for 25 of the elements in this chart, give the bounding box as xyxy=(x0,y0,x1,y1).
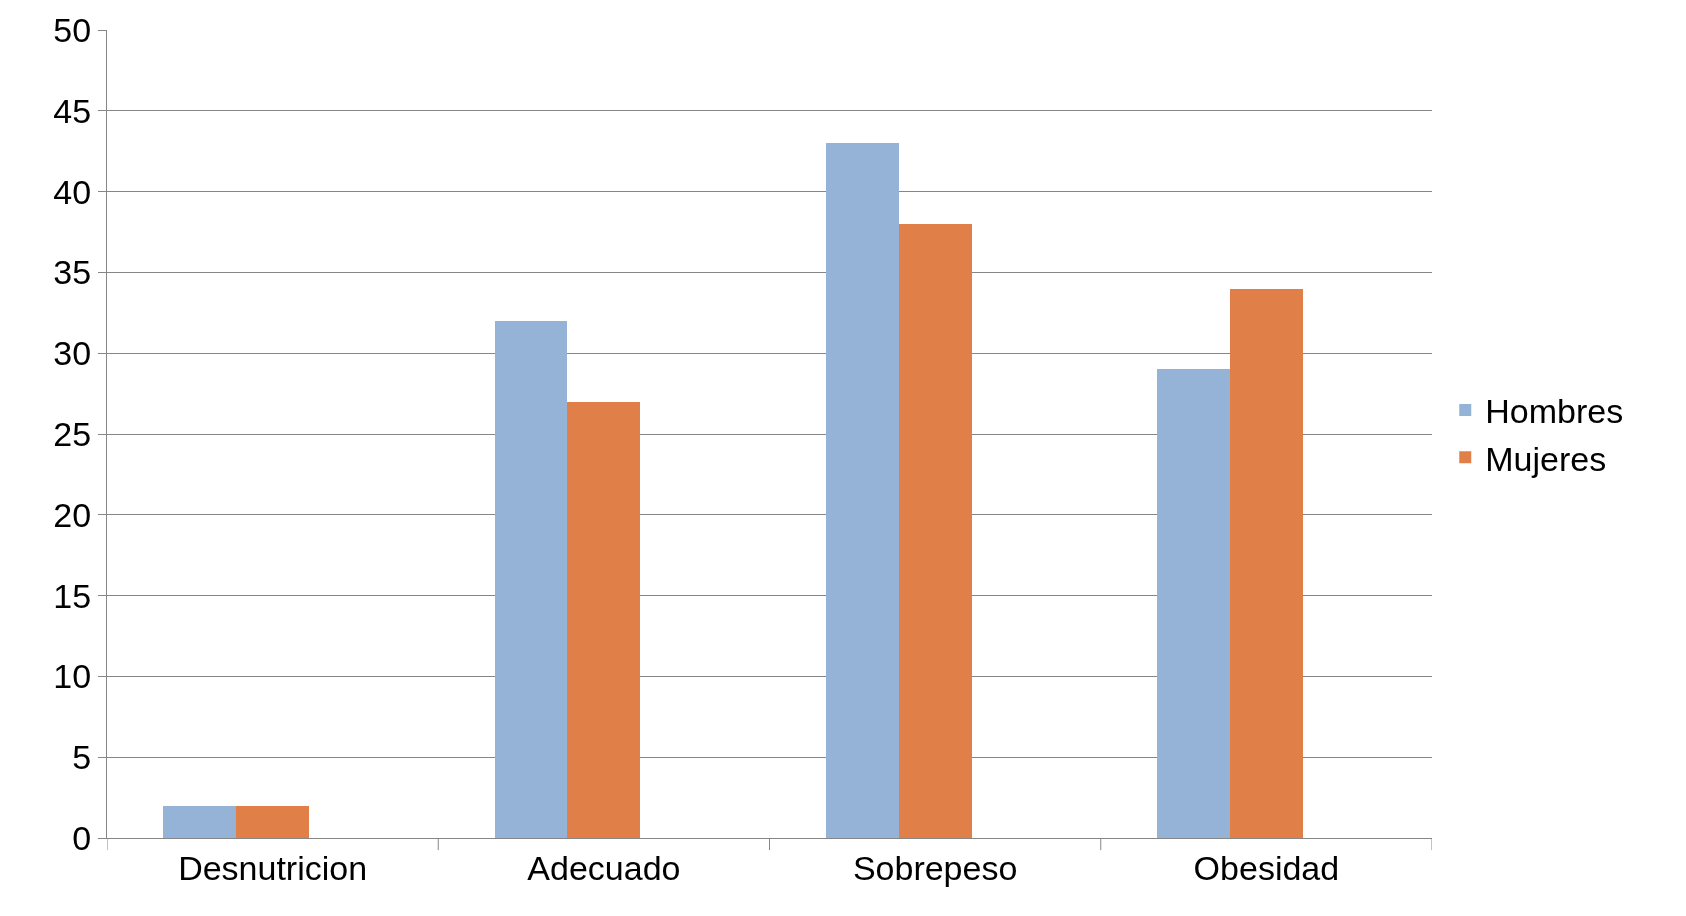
y-tick-label: 25 xyxy=(53,414,92,453)
y-tick-label: 50 xyxy=(53,10,92,49)
bar xyxy=(1157,369,1230,838)
bar xyxy=(567,402,640,838)
bar xyxy=(1230,289,1303,838)
bar xyxy=(495,321,567,838)
x-tick-label: Obesidad xyxy=(1193,848,1340,887)
bar xyxy=(163,806,236,838)
y-tick-label: 10 xyxy=(53,657,92,696)
x-tick-label: Adecuado xyxy=(527,848,681,887)
y-tick-label: 40 xyxy=(53,172,92,211)
y-tick-label: 0 xyxy=(72,818,92,857)
y-tick-label: 45 xyxy=(53,91,92,130)
y-tick-label: 15 xyxy=(53,576,92,615)
bar xyxy=(826,143,899,838)
legend-label: Hombres xyxy=(1485,392,1624,431)
x-tick-label: Desnutricion xyxy=(178,848,368,887)
bar xyxy=(236,806,309,838)
y-tick-label: 20 xyxy=(53,495,92,534)
bar xyxy=(899,224,972,838)
y-tick-label: 35 xyxy=(53,253,92,292)
y-tick-label: 5 xyxy=(72,738,92,777)
y-tick-label: 30 xyxy=(53,334,92,373)
x-tick-label: Sobrepeso xyxy=(852,848,1018,887)
legend-label: Mujeres xyxy=(1485,439,1607,478)
